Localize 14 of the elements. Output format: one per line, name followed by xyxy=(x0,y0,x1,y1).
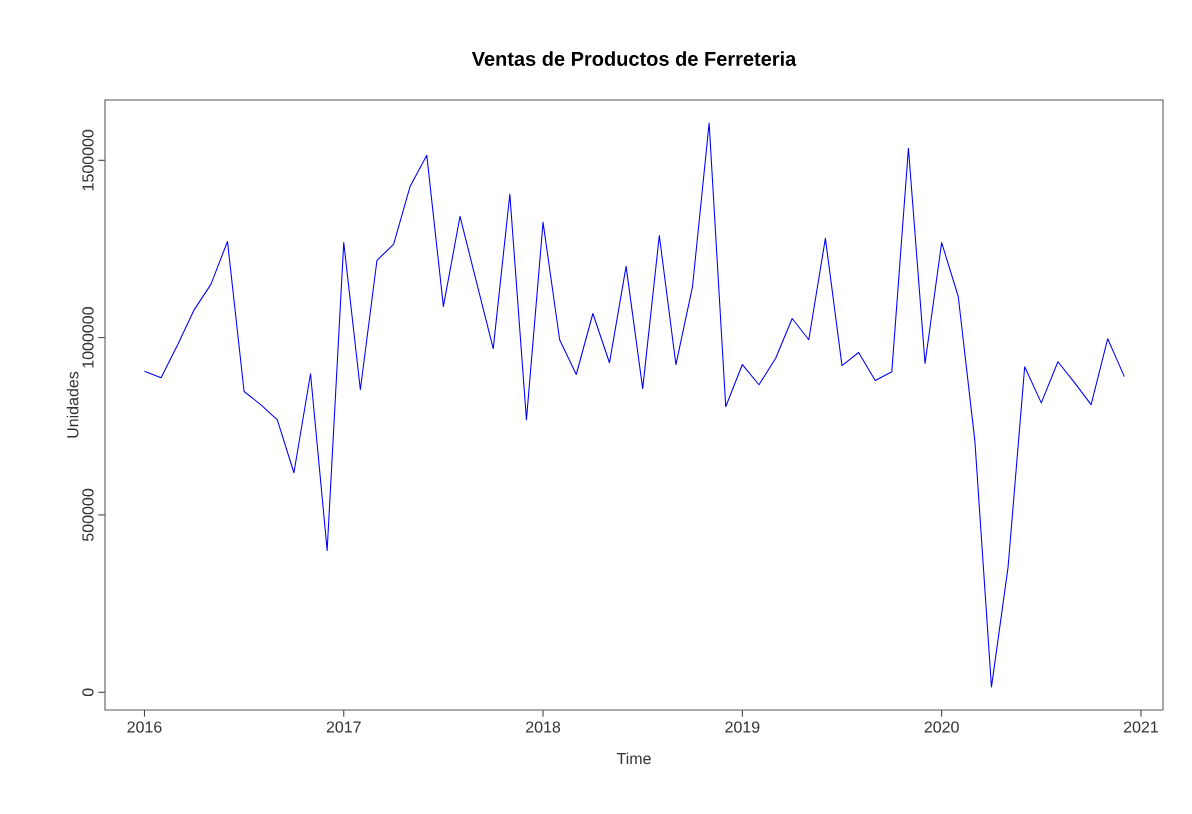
x-tick-label: 2020 xyxy=(924,721,959,733)
x-tick-label: 2017 xyxy=(326,721,361,733)
y-axis-title: Unidades xyxy=(66,371,79,438)
x-tick-label: 2016 xyxy=(127,721,162,733)
y-tick-label: 500000 xyxy=(82,488,94,541)
y-tick-label: 1000000 xyxy=(82,307,94,368)
x-tick-label: 2021 xyxy=(1123,721,1158,733)
line-series xyxy=(143,122,1125,688)
y-tick-label: 0 xyxy=(82,688,94,697)
x-axis-title: Time xyxy=(616,752,651,765)
y-tick-label: 1500000 xyxy=(82,129,94,191)
chart-title: Ventas de Productos de Ferreteria xyxy=(471,51,797,66)
x-tick-label: 2018 xyxy=(526,721,561,733)
x-tick-label: 2019 xyxy=(725,721,760,733)
